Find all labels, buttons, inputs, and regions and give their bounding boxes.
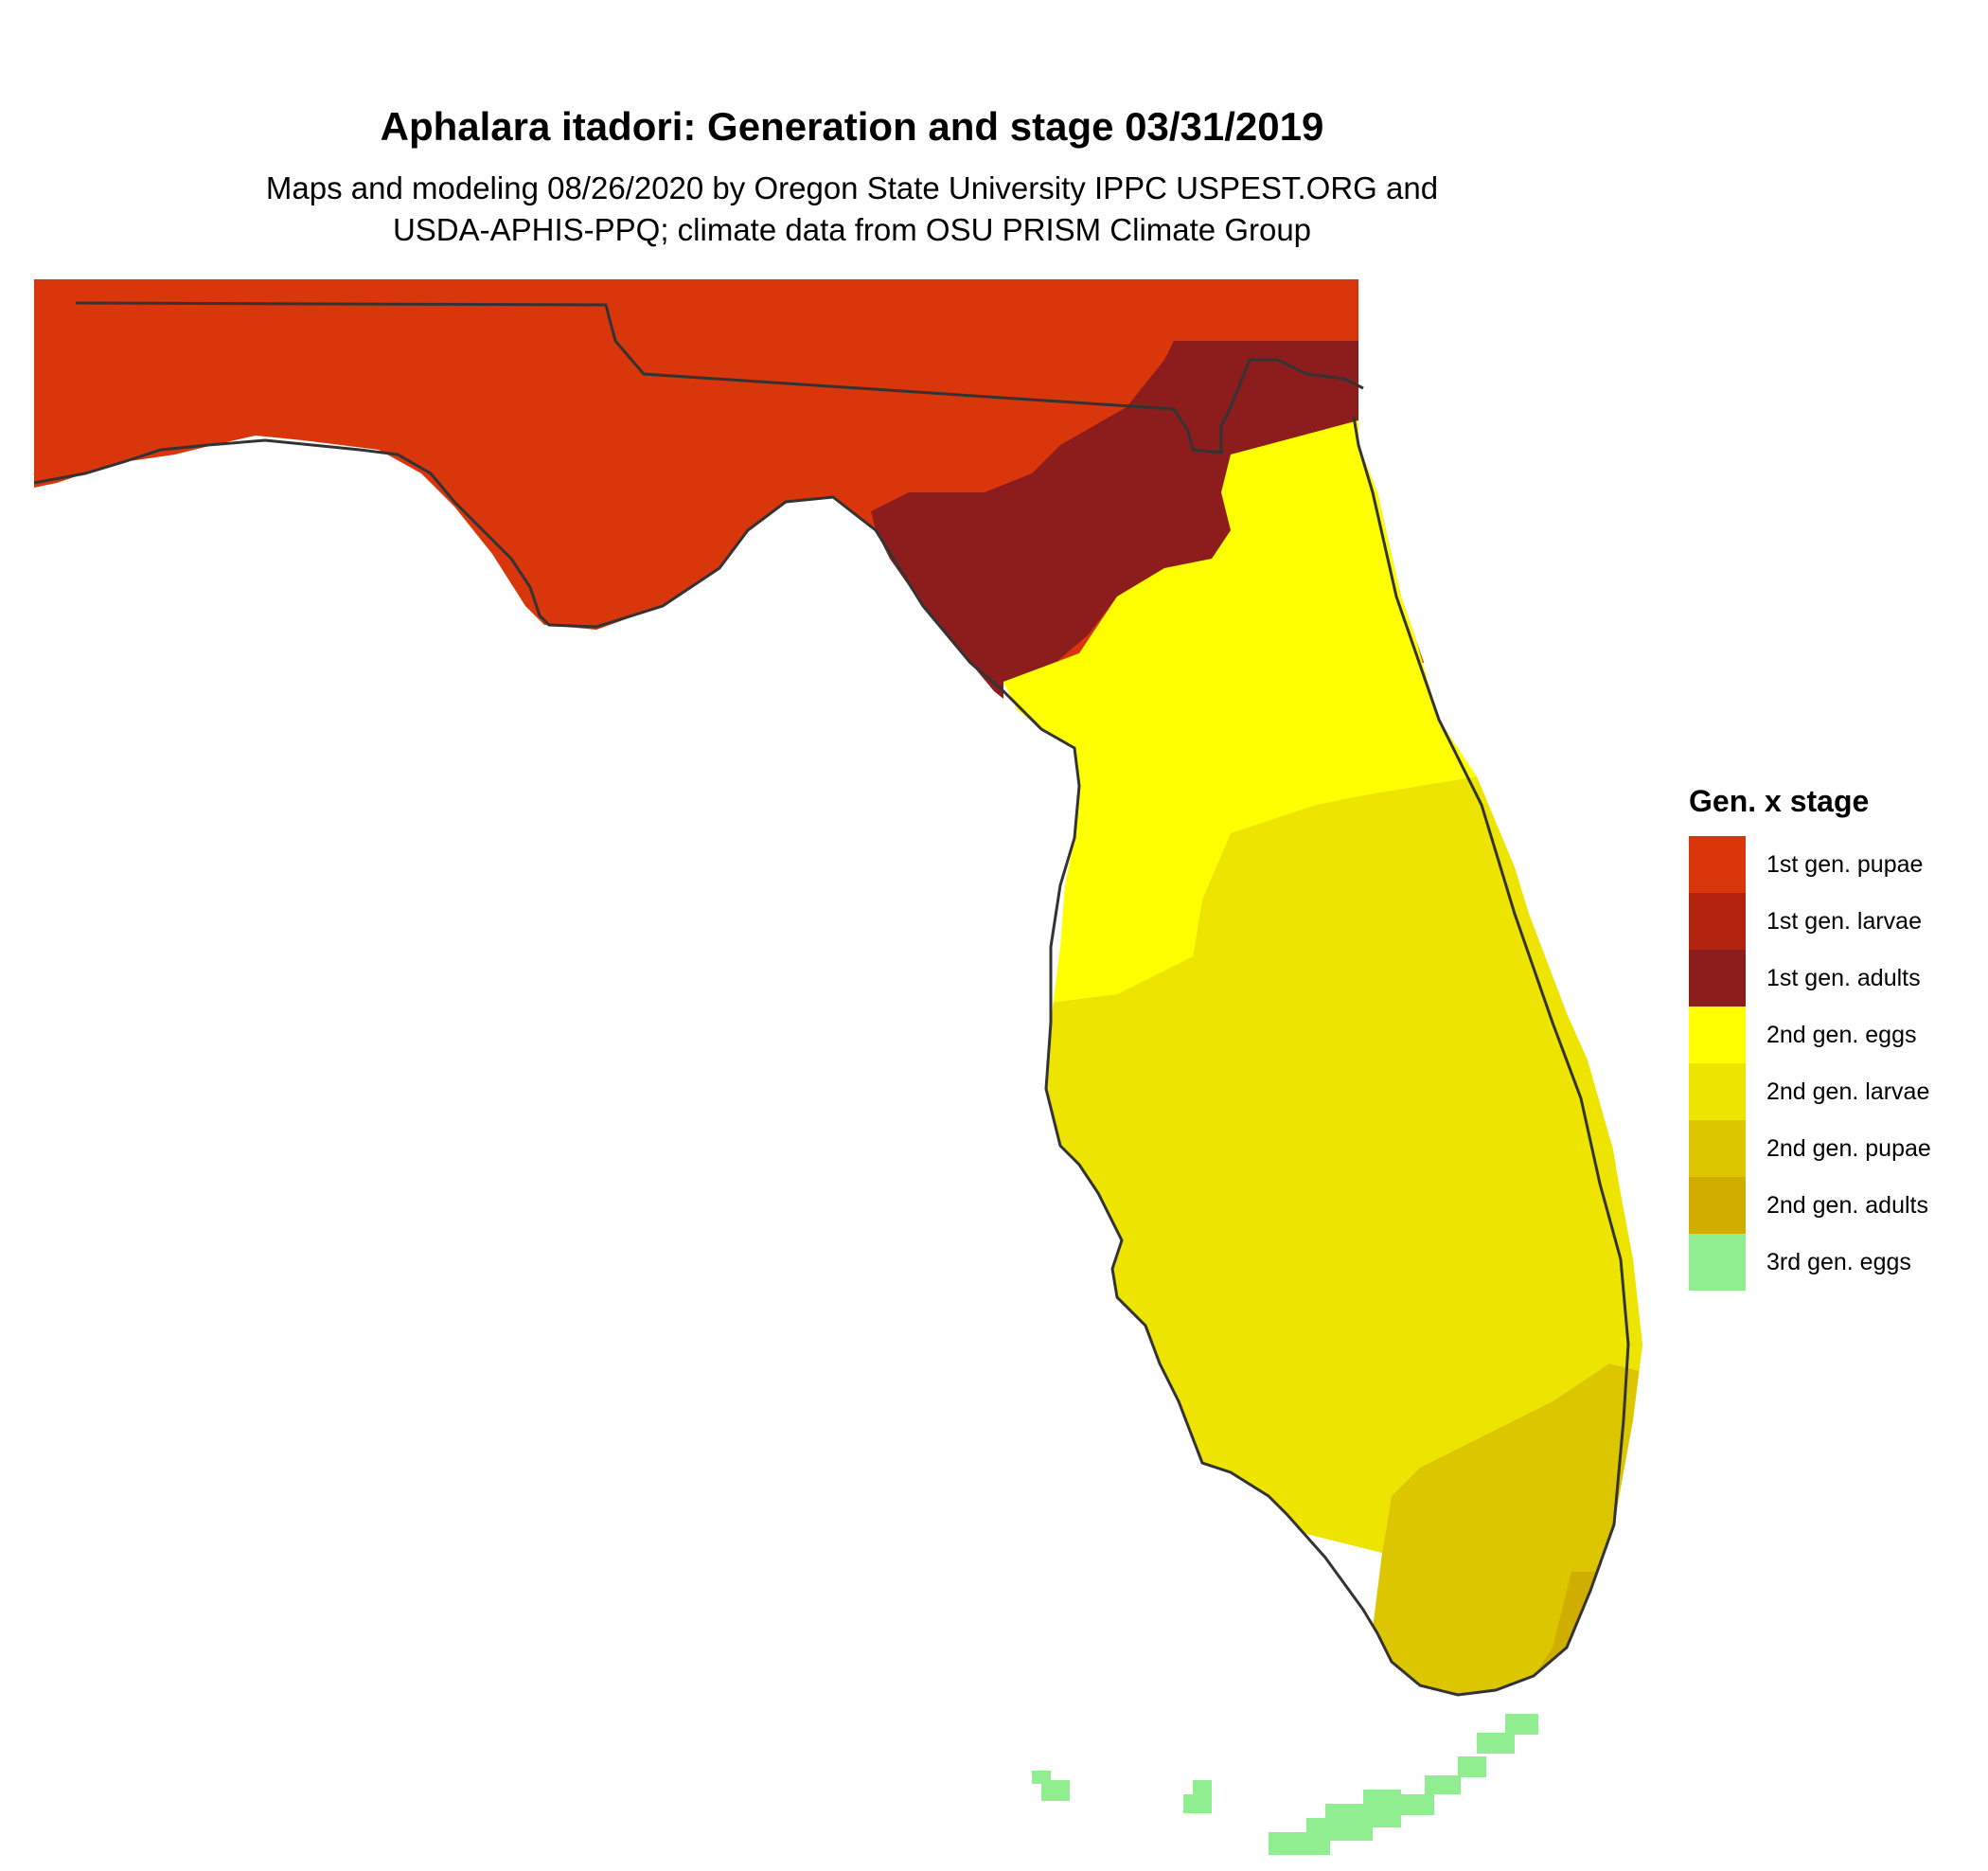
stage-zones: [34, 279, 1642, 1695]
legend-label: 1st gen. larvae: [1766, 907, 1922, 935]
legend-label: 1st gen. adults: [1766, 964, 1921, 991]
zone-2nd-gen-larvae: [1032, 776, 1642, 1553]
legend-swatch: [1689, 1234, 1746, 1291]
legend-swatch: [1689, 950, 1746, 1007]
legend-item: 1st gen. pupae: [1689, 836, 1931, 893]
legend-item: 1st gen. larvae: [1689, 893, 1931, 950]
legend-item: 3rd gen. eggs: [1689, 1234, 1931, 1291]
legend-label: 2nd gen. eggs: [1766, 1021, 1917, 1048]
legend-swatch: [1689, 1063, 1746, 1120]
zone-1st-gen-pupae: [34, 279, 1642, 663]
state-boundaries: [33, 301, 1630, 1697]
alabama-georgia-border: [75, 301, 1364, 454]
legend-item: 2nd gen. pupae: [1689, 1120, 1931, 1177]
legend-item: 2nd gen. adults: [1689, 1177, 1931, 1234]
map-title: Aphalara itadori: Generation and stage 0…: [380, 104, 1324, 149]
legend-item: 2nd gen. eggs: [1689, 1007, 1931, 1063]
legend-swatch: [1689, 1177, 1746, 1234]
legend-item: 1st gen. adults: [1689, 950, 1931, 1007]
legend-swatch: [1689, 836, 1746, 893]
legend-label: 2nd gen. adults: [1766, 1191, 1928, 1219]
legend-label: 3rd gen. eggs: [1766, 1248, 1911, 1275]
florida-keys: [1032, 1714, 1538, 1855]
legend-swatch: [1689, 1007, 1746, 1063]
florida-coastline: [33, 416, 1630, 1697]
map-subtitle-line2: USDA-APHIS-PPQ; climate data from OSU PR…: [392, 212, 1312, 247]
legend-label: 1st gen. pupae: [1766, 850, 1924, 878]
legend-item: 2nd gen. larvae: [1689, 1063, 1931, 1120]
legend-label: 2nd gen. larvae: [1766, 1078, 1930, 1105]
legend-title: Gen. x stage: [1689, 784, 1870, 818]
zone-2nd-gen-eggs: [1003, 417, 1477, 1004]
legend-label: 2nd gen. pupae: [1766, 1134, 1931, 1162]
legend: Gen. x stage 1st gen. pupae 1st gen. lar…: [1689, 784, 1931, 1291]
legend-swatch: [1689, 1120, 1746, 1177]
legend-swatch: [1689, 893, 1746, 950]
zone-1st-gen-adults: [871, 341, 1373, 748]
map-subtitle-line1: Maps and modeling 08/26/2020 by Oregon S…: [265, 170, 1439, 205]
